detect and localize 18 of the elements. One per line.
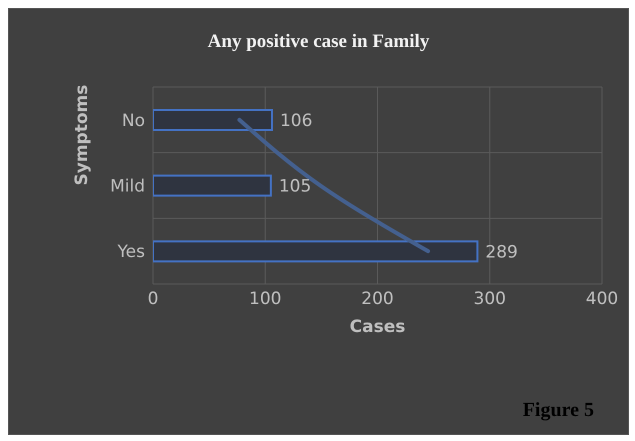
y-axis-title: Symptoms: [72, 84, 92, 186]
data-label: 289: [485, 242, 518, 262]
x-tick-label: 0: [148, 289, 158, 310]
x-tick-label: 100: [249, 289, 282, 310]
caption: Figure 5: [522, 399, 594, 422]
data-label: 106: [280, 111, 312, 132]
data-label: 105: [278, 176, 312, 197]
y-tick-label: No: [122, 110, 145, 131]
x-axis-title: Cases: [350, 317, 406, 337]
x-tick-label: 300: [474, 289, 506, 310]
chart-title: Any positive case in Family: [206, 31, 430, 53]
x-tick-label: 200: [361, 289, 394, 310]
bar: [153, 240, 478, 262]
x-tick-label: 400: [586, 289, 618, 310]
y-tick-label: Mild: [110, 176, 145, 197]
bar: [153, 109, 273, 131]
bar: [153, 174, 272, 197]
y-tick-label: Yes: [116, 242, 146, 262]
